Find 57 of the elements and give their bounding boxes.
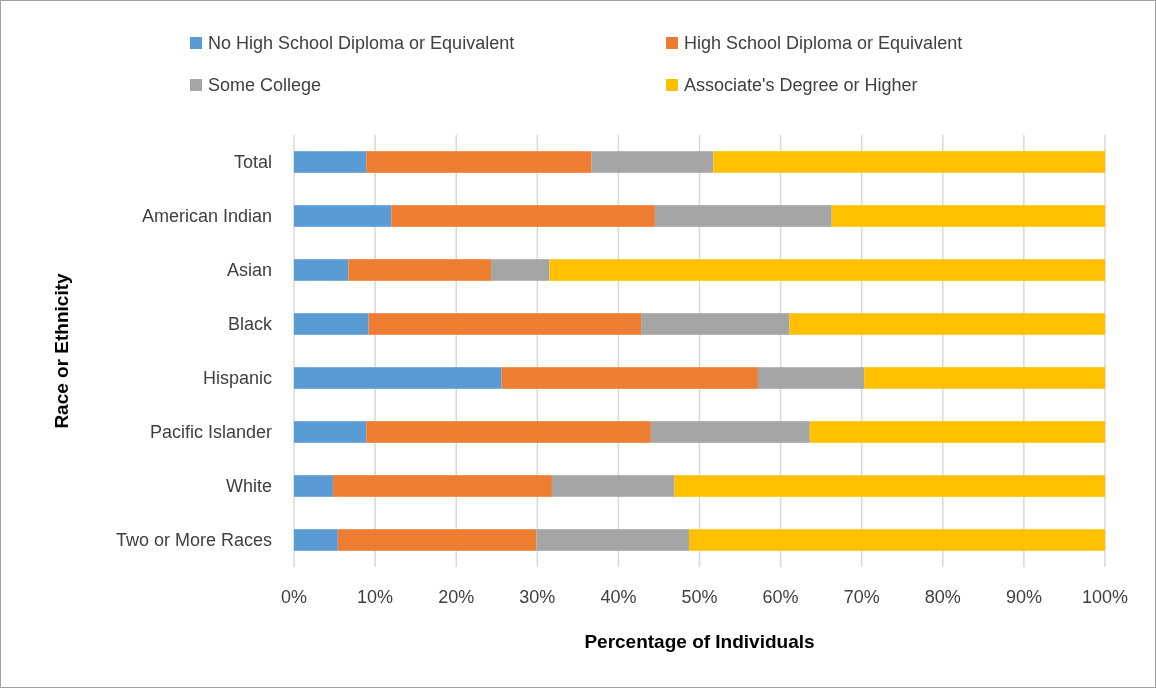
bar	[713, 151, 1105, 173]
bar	[366, 151, 592, 173]
legend-label: High School Diploma or Equivalent	[684, 33, 963, 54]
y-tick-label: Total	[233, 152, 272, 173]
legend-label: No High School Diploma or Equivalent	[208, 33, 515, 54]
bar	[294, 367, 502, 389]
x-tick-label: 90%	[1005, 587, 1042, 607]
y-tick-label: Asian	[226, 260, 272, 281]
x-tick-label: 50%	[681, 587, 718, 607]
bar	[789, 313, 1105, 335]
y-tick-label: Pacific Islander	[149, 422, 272, 443]
bar	[391, 205, 655, 227]
bar	[864, 367, 1105, 389]
y-tick-label: Black	[227, 314, 273, 335]
bar	[294, 259, 349, 281]
y-tick-label: Hispanic	[202, 368, 272, 389]
y-tick-label: White	[225, 476, 272, 497]
bar	[294, 205, 392, 227]
y-tick-label: Two or More Races	[115, 530, 272, 551]
bar	[650, 421, 810, 443]
bar	[332, 475, 552, 497]
bar	[809, 421, 1105, 443]
x-tick-label: 30%	[519, 587, 556, 607]
x-tick-label: 80%	[924, 587, 961, 607]
bar	[591, 151, 714, 173]
bar	[551, 475, 675, 497]
y-axis-title: Race or Ethnicity	[51, 272, 72, 429]
bar	[294, 151, 367, 173]
x-axis-title: Percentage of Individuals	[584, 631, 815, 652]
bar	[368, 313, 642, 335]
bar	[491, 259, 550, 281]
bar	[337, 529, 537, 551]
x-tick-label: 0%	[280, 587, 308, 607]
bar	[294, 421, 367, 443]
x-tick-label: 20%	[438, 587, 475, 607]
bar	[688, 529, 1105, 551]
bar	[366, 421, 651, 443]
bar	[536, 529, 689, 551]
bar	[294, 313, 369, 335]
x-tick-label: 40%	[600, 587, 637, 607]
y-tick-label: American Indian	[141, 206, 272, 227]
legend-label: Associate's Degree or Higher	[684, 75, 918, 96]
x-tick-label: 70%	[843, 587, 880, 607]
bar	[654, 205, 832, 227]
x-tick-label: 60%	[762, 587, 799, 607]
bar	[641, 313, 790, 335]
bar	[549, 259, 1105, 281]
x-tick-label: 10%	[357, 587, 394, 607]
bar	[294, 529, 338, 551]
bar	[674, 475, 1105, 497]
bar	[757, 367, 865, 389]
bar	[294, 475, 333, 497]
bar	[831, 205, 1105, 227]
x-tick-label: 100%	[1081, 587, 1129, 607]
bar	[348, 259, 492, 281]
bar	[501, 367, 758, 389]
legend-label: Some College	[208, 75, 322, 96]
